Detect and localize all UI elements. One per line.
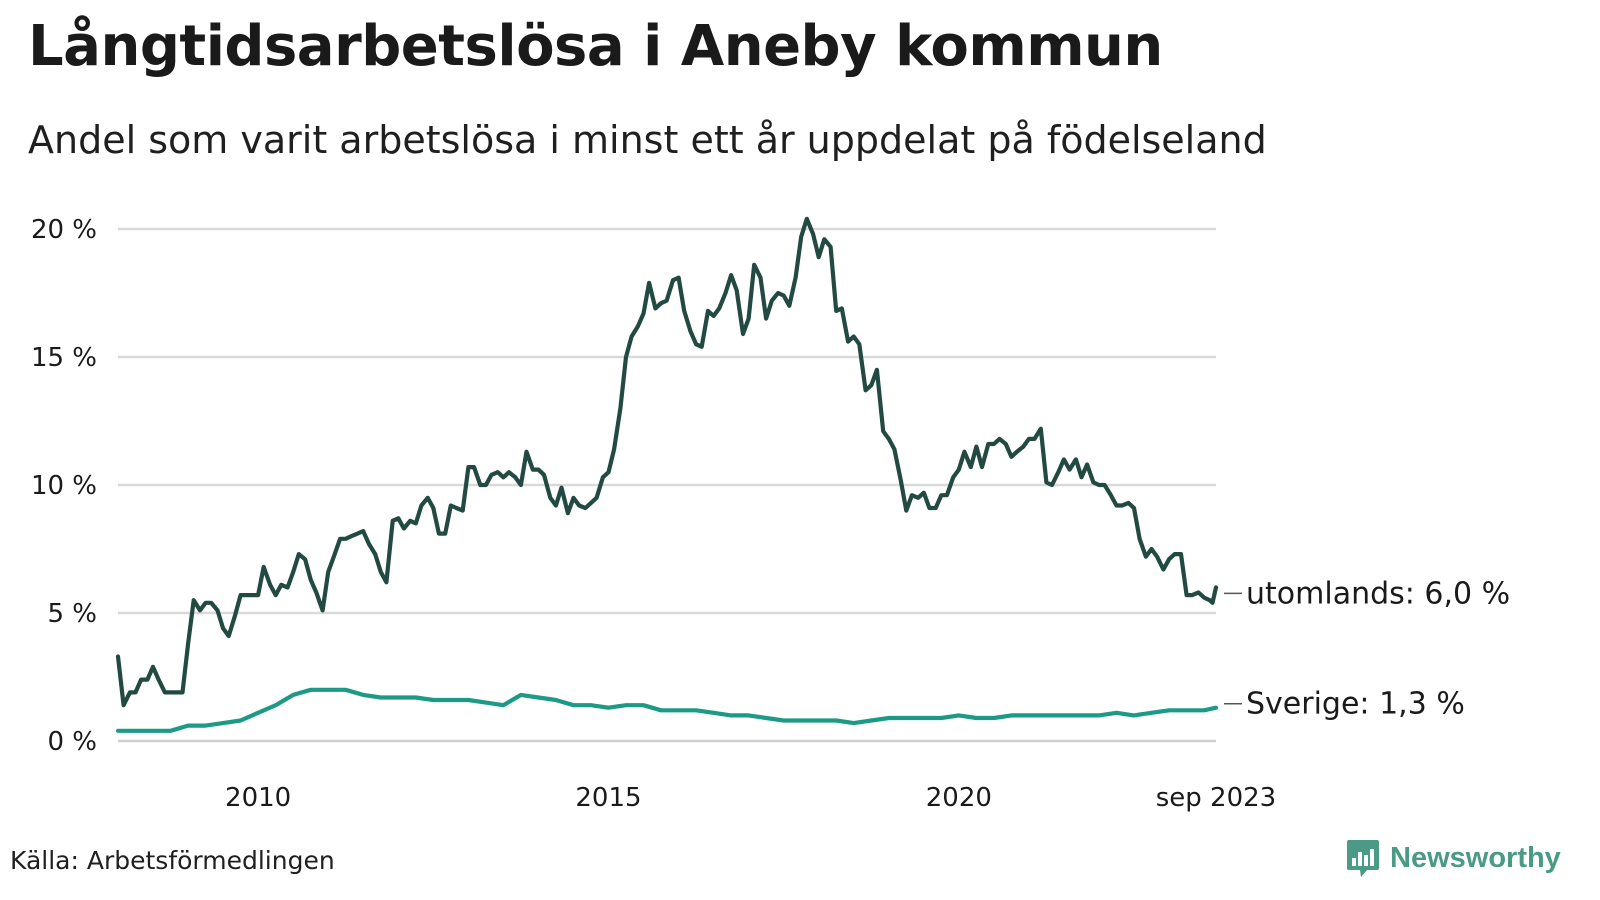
x-tick-label: 2015 (575, 783, 641, 813)
series-end-labels: utomlands: 6,0 % Sverige: 1,3 % (1224, 576, 1510, 722)
chart-title: Långtidsarbetslösa i Aneby kommun (28, 14, 1163, 79)
series-end-label-utomlands: utomlands: 6,0 % (1246, 576, 1510, 611)
series-line-sverige (115, 687, 1219, 733)
brand-logo: Newsworthy (1346, 838, 1561, 878)
source-note: Källa: Arbetsförmedlingen (10, 846, 335, 875)
y-tick-label: 10 % (31, 471, 97, 501)
y-tick-label: 15 % (31, 343, 97, 373)
y-tick-label: 5 % (47, 599, 97, 629)
chart-subtitle: Andel som varit arbetslösa i minst ett å… (28, 118, 1267, 162)
series-line-utomlands (115, 216, 1219, 708)
x-axis-ticks: 2010 2015 2020 sep 2023 (225, 783, 1276, 813)
y-axis-ticks: 0 % 5 % 10 % 15 % 20 % (31, 215, 97, 757)
series-lines (115, 216, 1219, 733)
series-end-label-sverige: Sverige: 1,3 % (1246, 687, 1465, 722)
brand-name: Newsworthy (1390, 841, 1561, 874)
y-tick-label: 0 % (47, 727, 97, 757)
x-tick-label: 2020 (926, 783, 992, 813)
newsworthy-logo-icon (1347, 840, 1379, 877)
y-tick-label: 20 % (31, 215, 97, 245)
grid-lines (118, 227, 1216, 743)
x-tick-label: 2010 (225, 783, 291, 813)
x-tick-label: sep 2023 (1156, 783, 1276, 813)
